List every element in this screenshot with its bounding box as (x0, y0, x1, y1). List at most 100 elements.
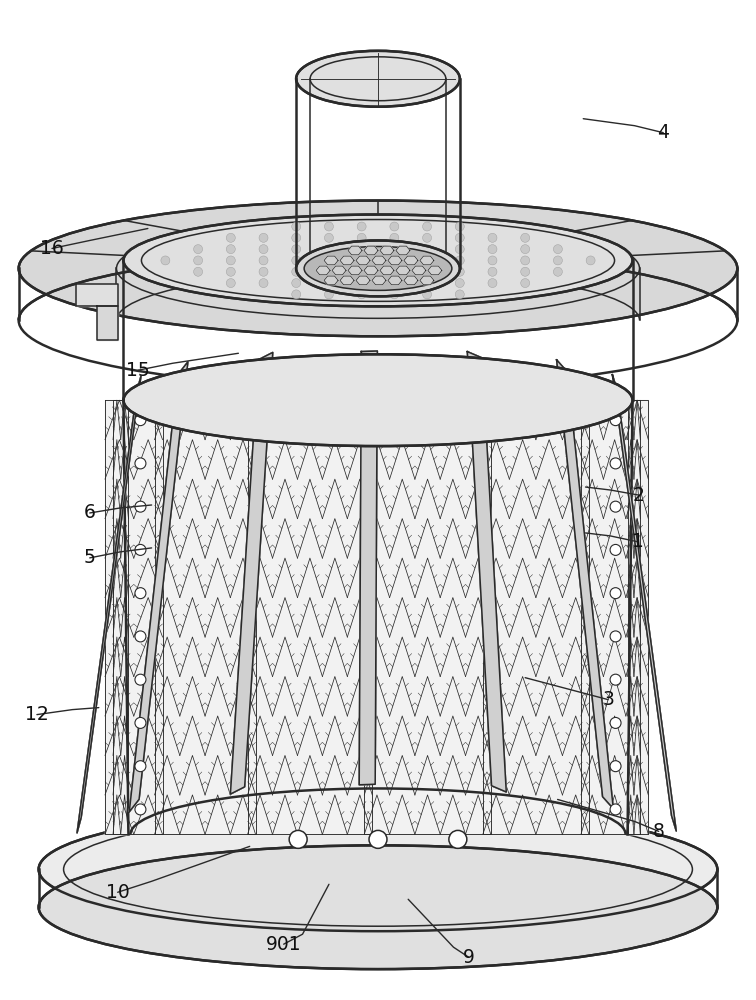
Circle shape (324, 233, 333, 242)
Circle shape (135, 544, 146, 555)
Circle shape (455, 256, 464, 265)
Polygon shape (324, 256, 338, 265)
Circle shape (226, 233, 235, 242)
Circle shape (135, 804, 146, 815)
Polygon shape (76, 284, 119, 306)
Circle shape (423, 267, 432, 276)
Circle shape (390, 279, 399, 288)
Polygon shape (467, 352, 507, 792)
Polygon shape (380, 266, 394, 275)
Circle shape (390, 245, 399, 254)
Polygon shape (420, 256, 434, 265)
Circle shape (357, 222, 366, 231)
Polygon shape (340, 256, 354, 265)
Polygon shape (388, 256, 402, 265)
Polygon shape (372, 256, 386, 265)
Polygon shape (356, 276, 370, 285)
Polygon shape (348, 246, 362, 255)
Polygon shape (556, 360, 613, 809)
Circle shape (324, 222, 333, 231)
Text: 16: 16 (40, 239, 64, 258)
Polygon shape (247, 400, 372, 834)
Circle shape (259, 267, 268, 276)
Circle shape (390, 290, 399, 299)
Circle shape (610, 501, 621, 512)
Circle shape (289, 830, 307, 848)
Circle shape (324, 245, 333, 254)
Circle shape (292, 245, 301, 254)
Text: 5: 5 (84, 548, 96, 567)
Polygon shape (612, 375, 677, 831)
Circle shape (553, 245, 562, 254)
Circle shape (390, 256, 399, 265)
Circle shape (423, 279, 432, 288)
Circle shape (357, 233, 366, 242)
Text: 1: 1 (633, 532, 644, 551)
Circle shape (586, 256, 595, 265)
Circle shape (135, 717, 146, 728)
Circle shape (259, 256, 268, 265)
Circle shape (226, 245, 235, 254)
Text: 2: 2 (633, 486, 644, 505)
Circle shape (135, 761, 146, 772)
Polygon shape (388, 276, 402, 285)
Polygon shape (359, 351, 377, 785)
Polygon shape (356, 256, 370, 265)
Polygon shape (420, 276, 434, 285)
Ellipse shape (123, 215, 633, 306)
Circle shape (553, 267, 562, 276)
Polygon shape (467, 352, 507, 792)
Polygon shape (129, 362, 187, 812)
Ellipse shape (123, 354, 633, 446)
Circle shape (488, 256, 497, 265)
Polygon shape (581, 400, 649, 834)
Circle shape (292, 222, 301, 231)
Circle shape (423, 290, 432, 299)
Circle shape (357, 290, 366, 299)
Text: 3: 3 (603, 690, 614, 709)
Circle shape (292, 290, 301, 299)
Circle shape (259, 233, 268, 242)
Circle shape (135, 631, 146, 642)
Circle shape (610, 717, 621, 728)
Polygon shape (364, 266, 378, 275)
Polygon shape (105, 400, 163, 834)
Polygon shape (627, 400, 640, 834)
Circle shape (259, 279, 268, 288)
Circle shape (488, 245, 497, 254)
Circle shape (610, 631, 621, 642)
Circle shape (324, 290, 333, 299)
Circle shape (390, 222, 399, 231)
Circle shape (292, 233, 301, 242)
Polygon shape (348, 266, 362, 275)
Circle shape (455, 267, 464, 276)
Circle shape (521, 256, 530, 265)
Circle shape (521, 279, 530, 288)
Circle shape (455, 245, 464, 254)
Ellipse shape (19, 201, 737, 336)
Polygon shape (231, 352, 273, 794)
Polygon shape (396, 266, 410, 275)
Circle shape (357, 245, 366, 254)
Polygon shape (77, 376, 141, 833)
Circle shape (455, 290, 464, 299)
Text: 4: 4 (657, 123, 669, 142)
Circle shape (324, 279, 333, 288)
Circle shape (455, 222, 464, 231)
Circle shape (324, 256, 333, 265)
Ellipse shape (39, 845, 717, 969)
Ellipse shape (296, 240, 460, 296)
Polygon shape (316, 266, 330, 275)
Circle shape (135, 588, 146, 599)
Polygon shape (231, 352, 273, 794)
Circle shape (259, 245, 268, 254)
Circle shape (423, 233, 432, 242)
Circle shape (161, 256, 170, 265)
Circle shape (135, 674, 146, 685)
Polygon shape (364, 400, 491, 834)
Circle shape (292, 267, 301, 276)
Circle shape (292, 279, 301, 288)
Circle shape (423, 222, 432, 231)
Text: 10: 10 (106, 883, 129, 902)
Circle shape (135, 458, 146, 469)
